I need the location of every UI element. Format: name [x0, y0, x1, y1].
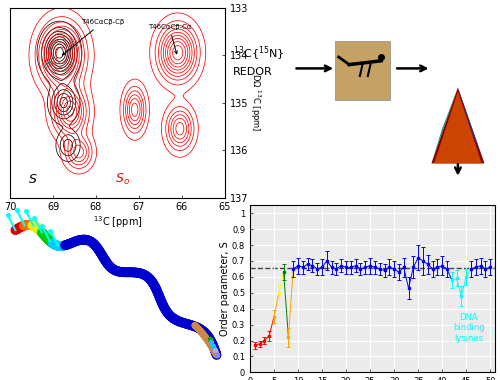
X-axis label: $^{13}$C [ppm]: $^{13}$C [ppm] [92, 214, 142, 230]
Polygon shape [432, 87, 458, 163]
Text: $^{13}$C{$^{15}$N}
REDOR: $^{13}$C{$^{15}$N} REDOR [232, 45, 284, 77]
FancyBboxPatch shape [334, 41, 390, 100]
Text: T46CαCβ-Cβ: T46CαCβ-Cβ [62, 19, 124, 55]
Polygon shape [458, 87, 484, 163]
Text: DNA
binding
lysines: DNA binding lysines [453, 313, 484, 343]
Text: S: S [30, 173, 37, 186]
Text: S$_o$: S$_o$ [116, 173, 130, 187]
Y-axis label: Order parameter, S: Order parameter, S [220, 241, 230, 336]
Text: T46CαCβ-Cα: T46CαCβ-Cα [148, 24, 191, 54]
Y-axis label: DΩ $^{13}$C [ppm]: DΩ $^{13}$C [ppm] [248, 73, 262, 132]
Polygon shape [432, 87, 484, 163]
Polygon shape [434, 91, 482, 163]
Text: ♥: ♥ [362, 65, 364, 66]
